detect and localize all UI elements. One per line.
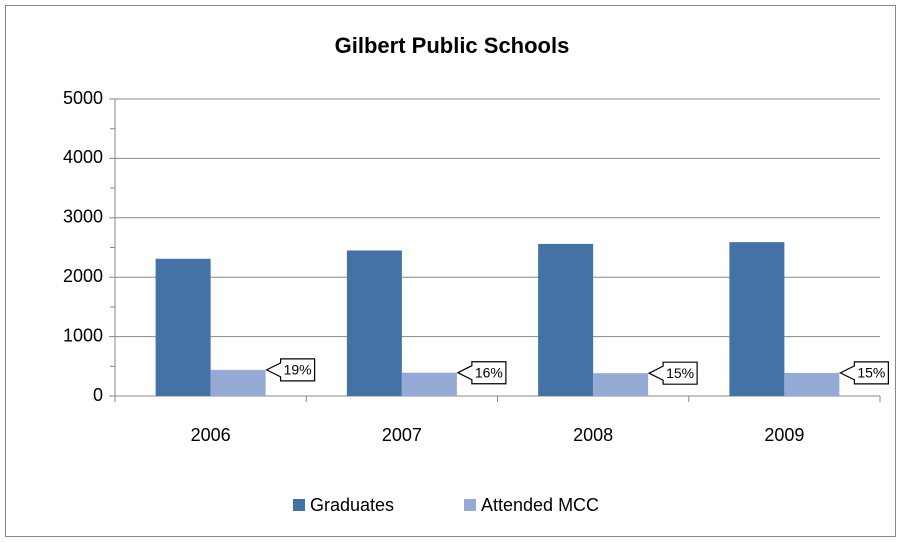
legend-label: Graduates: [310, 495, 394, 515]
callout: [839, 361, 889, 385]
x-tick-label: 2006: [191, 425, 231, 445]
y-tick-label: 5000: [63, 88, 103, 108]
bar: [401, 372, 457, 396]
y-tick-label: 1000: [63, 325, 103, 345]
y-tick-label: 0: [93, 385, 103, 405]
bar: [155, 258, 211, 396]
legend-label: Attended MCC: [481, 495, 599, 515]
bar: [538, 243, 594, 396]
callout: [647, 361, 698, 385]
callout: [265, 358, 316, 382]
y-tick-label: 3000: [63, 207, 103, 227]
bar: [784, 372, 840, 396]
bar: [346, 250, 402, 396]
annotation: 16%: [475, 364, 503, 380]
y-tick-label: 2000: [63, 266, 103, 286]
bar: [729, 242, 785, 396]
chart-title: Gilbert Public Schools: [335, 33, 570, 58]
annotation: 15%: [666, 365, 694, 381]
callout: [456, 361, 507, 385]
annotation: 19%: [284, 362, 312, 378]
legend-swatch: [293, 499, 305, 511]
legend-swatch: [464, 499, 476, 511]
x-tick-label: 2009: [764, 425, 804, 445]
bar: [210, 369, 266, 396]
bar: [593, 373, 649, 396]
annotation: 15%: [857, 365, 885, 381]
y-tick-label: 4000: [63, 147, 103, 167]
x-tick-label: 2008: [573, 425, 613, 445]
x-tick-label: 2007: [382, 425, 422, 445]
